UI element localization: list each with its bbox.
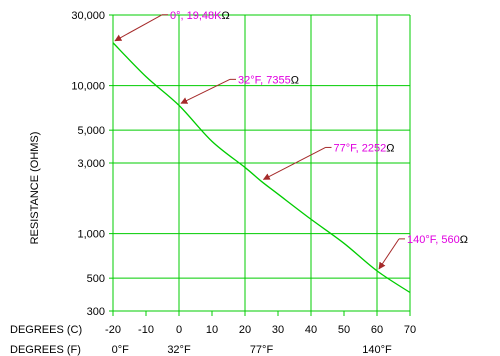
annotation-arrow xyxy=(262,146,326,180)
annotation-label: 0°, 19,48KΩ xyxy=(170,10,230,22)
resistance-curve xyxy=(112,42,411,294)
y-tick-label: 5,000 xyxy=(77,125,105,137)
x-tick-label-c: -20 xyxy=(105,324,121,336)
x-axis-f-label: DEGREES (F) xyxy=(10,344,81,356)
x-tick-label-c: 40 xyxy=(305,324,317,336)
x-tick-label-c: 20 xyxy=(239,324,251,336)
annotation-label: 77°F, 2252Ω xyxy=(334,142,395,154)
x-tick-label-f: 0°F xyxy=(112,344,130,356)
x-tick-label-c: 30 xyxy=(272,324,284,336)
x-tick-label-f: 32°F xyxy=(167,344,191,356)
y-tick-label: 500 xyxy=(87,273,105,285)
ohm-unit: Ω xyxy=(291,74,299,86)
ohm-unit: Ω xyxy=(386,142,394,154)
annotation-arrow xyxy=(378,238,400,270)
y-tick-label: 1,000 xyxy=(77,229,105,241)
y-tick-label: 30,000 xyxy=(71,10,105,22)
grid xyxy=(112,14,411,312)
ohm-unit: Ω xyxy=(222,10,230,22)
x-axis-c-label: DEGREES (C) xyxy=(10,324,82,336)
annotation-arrow xyxy=(114,14,163,42)
annotation-label: 32°F, 7355Ω xyxy=(238,74,299,86)
annotation-label: 140°F, 560Ω xyxy=(407,234,468,246)
x-tick-label-c: 50 xyxy=(338,324,350,336)
x-tick-label-c: -10 xyxy=(138,324,154,336)
y-tick-label: 3,000 xyxy=(77,158,105,170)
x-tick-label-c: 70 xyxy=(404,324,416,336)
y-tick-label: 300 xyxy=(87,306,105,318)
annotations: 0°, 19,48KΩ 32°F, 7355Ω 77°F, 2252Ω 140°F, … xyxy=(114,10,468,270)
x-tick-label-f: 77°F xyxy=(250,344,274,356)
curve-layer xyxy=(112,42,411,294)
x-tick-label-f: 140°F xyxy=(362,344,392,356)
annotation-arrow xyxy=(180,78,231,104)
y-axis-label: RESISTANCE (OHMS) xyxy=(29,132,41,245)
y-tick-label: 10,000 xyxy=(71,81,105,93)
ohm-unit: Ω xyxy=(460,234,468,246)
x-tick-label-c: 10 xyxy=(206,324,218,336)
x-tick-label-c: 60 xyxy=(371,324,383,336)
x-tick-label-c: 0 xyxy=(176,324,182,336)
